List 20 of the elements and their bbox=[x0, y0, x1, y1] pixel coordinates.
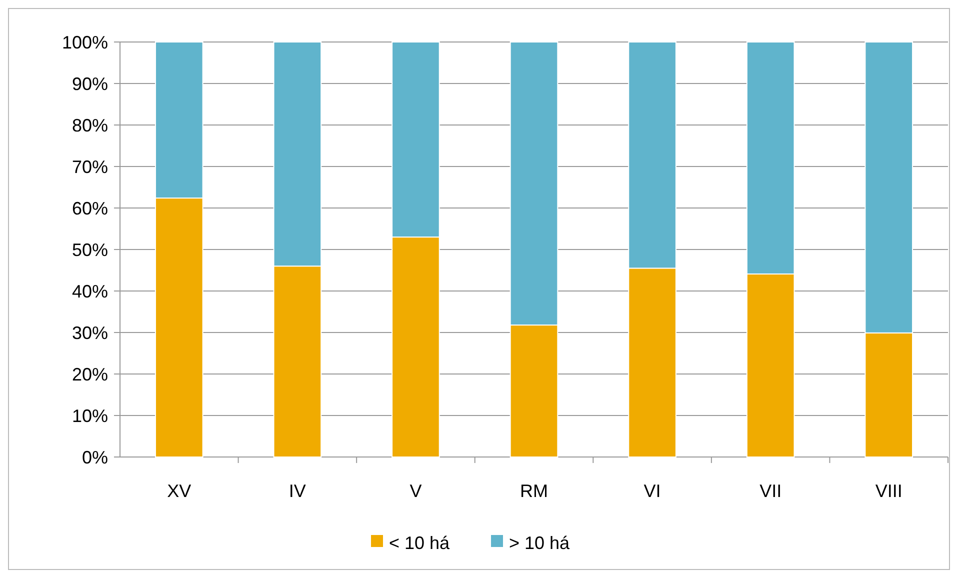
x-tick-label: VII bbox=[760, 481, 782, 501]
y-tick-label: 10% bbox=[72, 406, 108, 426]
y-tick-label: 90% bbox=[72, 74, 108, 94]
x-tick-label: IV bbox=[288, 481, 306, 501]
x-tick-label: XV bbox=[167, 481, 192, 501]
y-tick-label: 30% bbox=[72, 322, 108, 343]
x-tick-label: RM bbox=[520, 481, 548, 501]
y-tick-label: 100% bbox=[62, 32, 108, 52]
x-tick-label: VI bbox=[644, 481, 661, 501]
y-tick-label: 70% bbox=[72, 156, 108, 177]
y-tick-label: 20% bbox=[72, 364, 108, 384]
legend-label: > 10 há bbox=[509, 533, 571, 553]
y-tick-label: 80% bbox=[72, 115, 108, 136]
legend-label: < 10 há bbox=[389, 533, 451, 553]
x-tick-label: VIII bbox=[875, 481, 902, 501]
x-tick-label: V bbox=[410, 481, 422, 501]
y-tick-label: 50% bbox=[72, 240, 108, 260]
y-tick-label: 40% bbox=[72, 281, 108, 302]
y-tick-label: 60% bbox=[72, 198, 108, 218]
y-tick-label: 0% bbox=[82, 447, 108, 468]
